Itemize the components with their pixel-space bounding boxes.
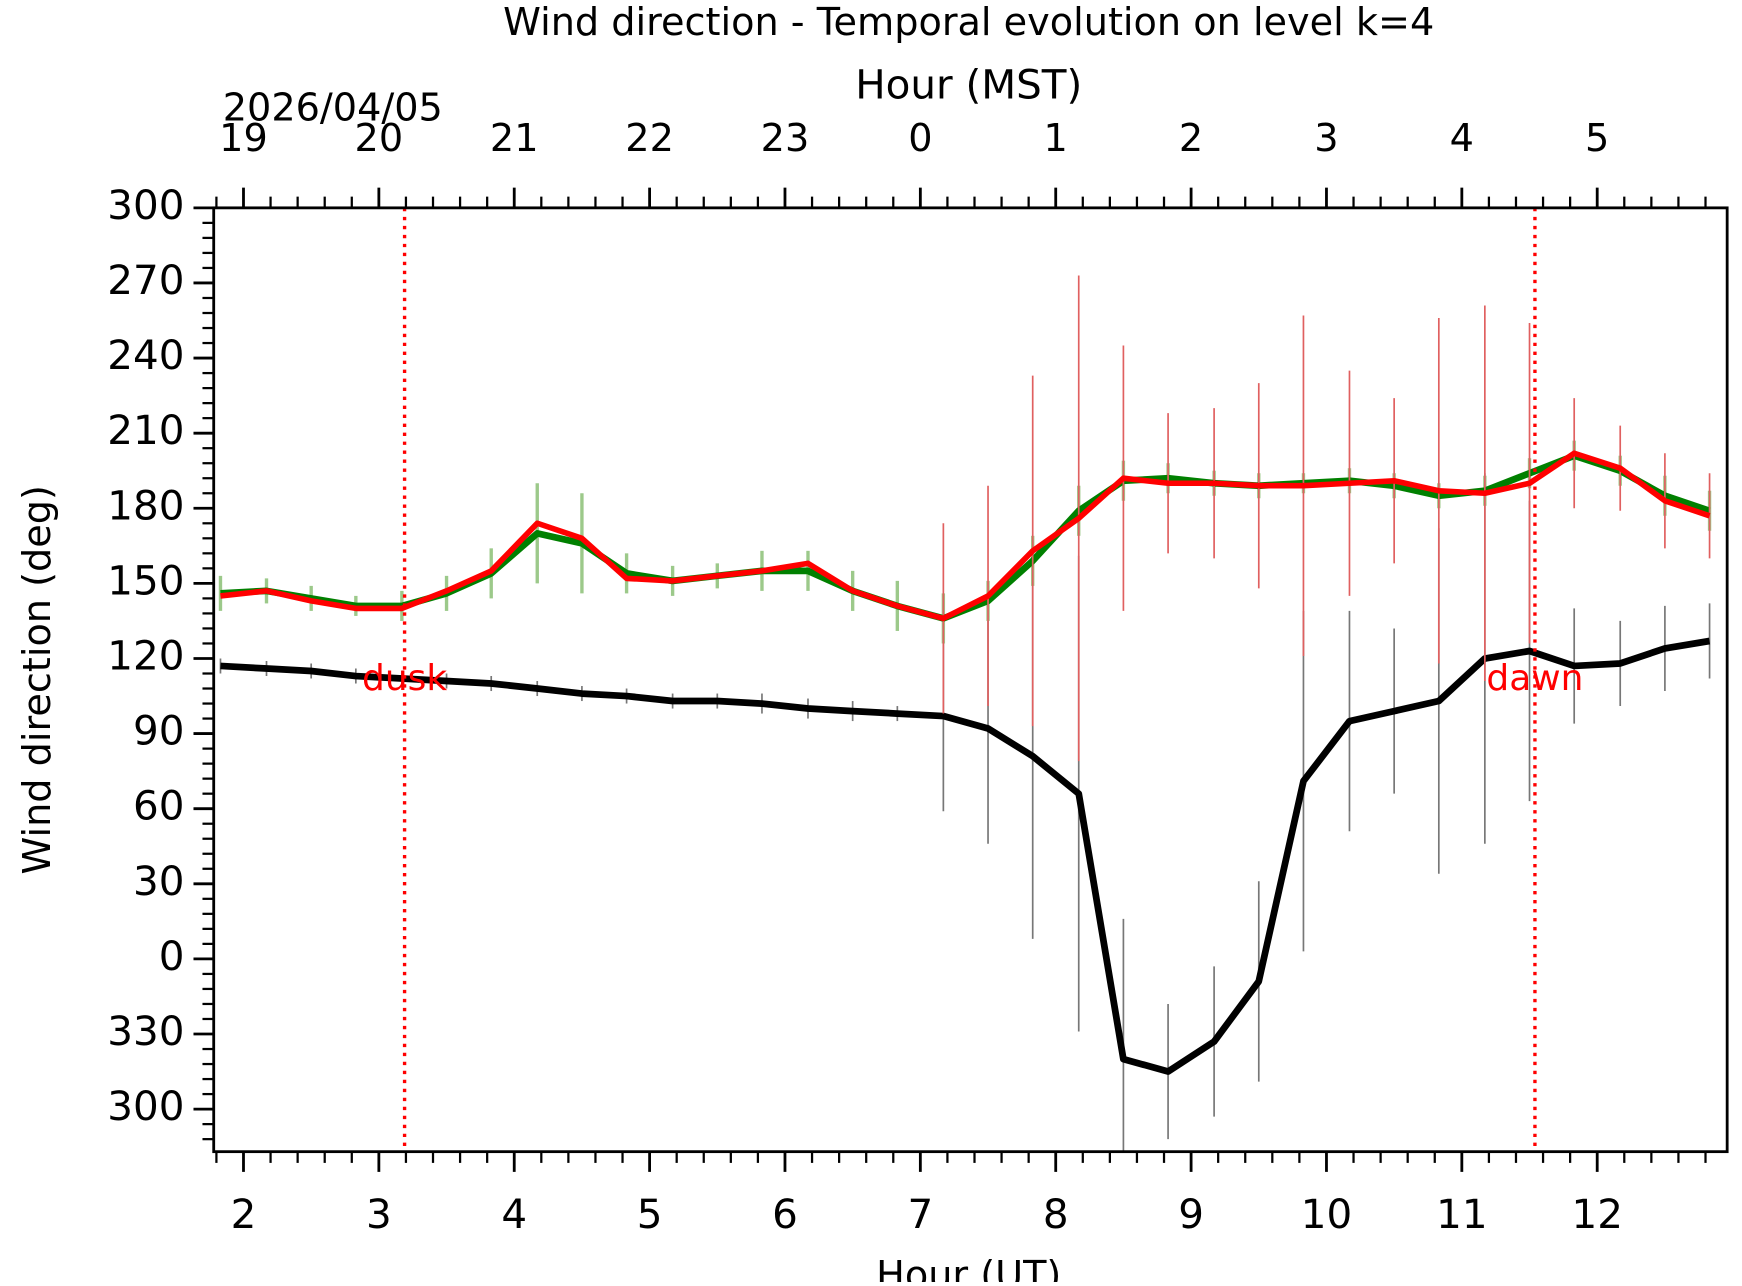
x-tick-label: 10 — [1301, 1190, 1352, 1238]
x-tick-label: 4 — [501, 1190, 527, 1238]
y-tick-label: 180 — [107, 481, 184, 529]
x2-tick-label: 3 — [1314, 117, 1338, 161]
x-tick-label: 11 — [1436, 1190, 1487, 1238]
x2-tick-label: 23 — [761, 117, 810, 161]
y-tick-label: 60 — [133, 782, 184, 830]
x-axis-label: Hour (UT) — [876, 1254, 1061, 1282]
y-tick-label: 300 — [107, 1082, 184, 1130]
series-line — [220, 637, 1711, 1075]
series-line — [220, 450, 1711, 622]
x-tick-label: 5 — [637, 1190, 663, 1238]
x-tick-label: 8 — [1043, 1190, 1069, 1238]
x2-tick-label: 2 — [1179, 117, 1203, 161]
x-tick-label: 7 — [907, 1190, 933, 1238]
y-tick-label: 300 — [107, 181, 184, 229]
y-tick-label: 30 — [133, 857, 184, 905]
date-label: 2026/04/05 — [223, 87, 443, 131]
event-label: dawn — [1486, 658, 1583, 699]
y-tick-label: 0 — [159, 932, 185, 980]
y-axis-label: Wind direction (deg) — [16, 485, 60, 874]
y-tick-label: 270 — [107, 256, 184, 304]
x-tick-label: 12 — [1571, 1190, 1622, 1238]
x2-tick-label: 4 — [1450, 117, 1474, 161]
x2-tick-label: 21 — [490, 117, 539, 161]
x2-tick-label: 5 — [1585, 117, 1609, 161]
y-tick-label: 240 — [107, 331, 184, 379]
x-tick-label: 2 — [231, 1190, 257, 1238]
y-tick-label: 120 — [107, 631, 184, 679]
x2-tick-label: 0 — [908, 117, 932, 161]
x2-tick-label: 19 — [219, 117, 268, 161]
chart-title: Wind direction - Temporal evolution on l… — [503, 1, 1434, 45]
event-label: dusk — [362, 658, 447, 699]
x2-tick-label: 22 — [625, 117, 674, 161]
x2-tick-label: 20 — [355, 117, 404, 161]
plot-frame — [212, 206, 1729, 1154]
x2-axis-label: Hour (MST) — [855, 61, 1082, 109]
y-tick-label: 150 — [107, 556, 184, 604]
x-tick-label: 9 — [1178, 1190, 1204, 1238]
y-tick-label: 90 — [133, 707, 184, 755]
y-tick-label: 210 — [107, 406, 184, 454]
x-tick-label: 3 — [366, 1190, 392, 1238]
plot-area — [218, 207, 1712, 1152]
x2-tick-label: 1 — [1044, 117, 1068, 161]
x-tick-label: 6 — [772, 1190, 798, 1238]
y-tick-label: 330 — [107, 1007, 184, 1055]
